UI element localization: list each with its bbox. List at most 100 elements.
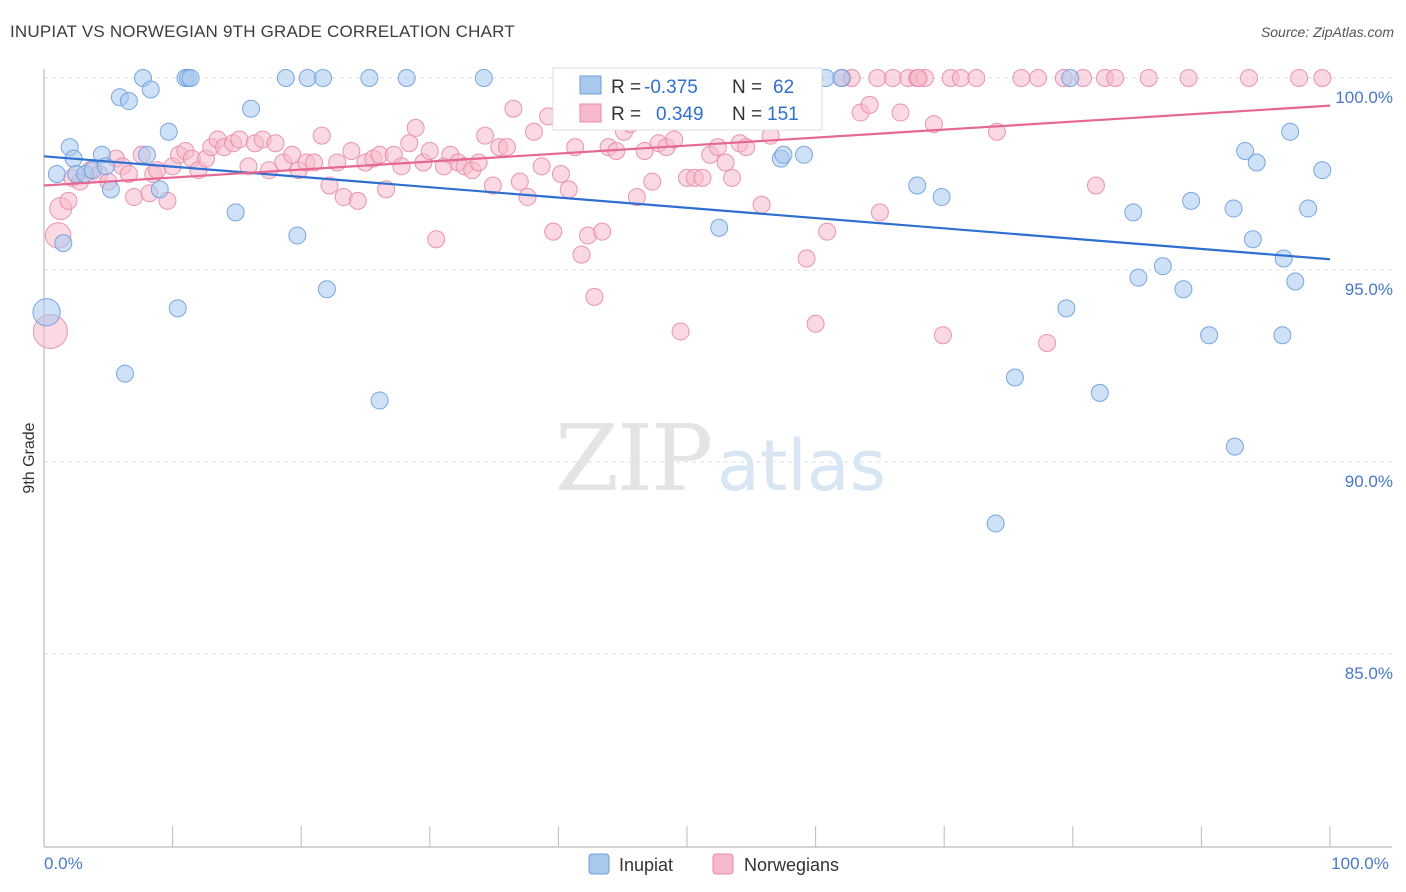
data-point: [1174, 280, 1193, 299]
data-point: [1313, 161, 1332, 180]
data-point: [406, 118, 425, 137]
data-point: [1179, 69, 1198, 87]
data-point: [392, 157, 411, 176]
data-point: [47, 165, 66, 183]
data-point: [1239, 69, 1258, 87]
data-point: [1225, 437, 1244, 456]
trend-line-norwegians: [43, 104, 1331, 187]
data-point: [1129, 268, 1148, 287]
y-tick-label: 95.0%: [1345, 280, 1393, 299]
data-point: [635, 141, 654, 160]
data-point: [469, 153, 488, 172]
legend-swatch-pink: [579, 103, 602, 123]
data-point: [150, 180, 169, 199]
data-point: [710, 218, 729, 237]
data-point: [32, 298, 61, 327]
y-axis-label: 9th Grade: [21, 422, 38, 493]
data-point: [239, 157, 258, 176]
data-point: [497, 138, 516, 157]
data-point: [504, 99, 523, 118]
data-point: [141, 80, 160, 99]
data-point: [1274, 249, 1293, 268]
data-point: [137, 145, 156, 164]
data-point: [832, 69, 851, 87]
data-point: [305, 153, 324, 172]
x-tick-label-max: 100.0%: [1331, 854, 1389, 873]
series-legend: Inupiat Norwegians: [588, 853, 839, 875]
trend-line-inupiat: [43, 155, 1331, 261]
data-point: [1281, 122, 1300, 141]
data-point: [1061, 69, 1080, 87]
data-point: [119, 165, 138, 183]
data-point: [1012, 69, 1031, 87]
data-point: [551, 165, 570, 183]
data-point: [298, 69, 317, 87]
data-point: [54, 234, 73, 253]
data-point: [1236, 141, 1255, 160]
data-point: [476, 126, 495, 145]
data-point: [933, 326, 952, 345]
data-point: [1029, 69, 1048, 87]
data-point: [518, 188, 537, 207]
stats-legend: R = -0.375 N = 62 R = 0.349 N = 151: [552, 67, 823, 131]
data-point: [276, 69, 295, 87]
data-point: [348, 191, 367, 210]
data-point: [932, 188, 951, 207]
data-point: [708, 138, 727, 157]
data-point: [119, 92, 138, 111]
data-point: [1090, 383, 1109, 402]
data-point: [524, 122, 543, 141]
y-tick-label: 90.0%: [1345, 472, 1393, 491]
data-point: [230, 130, 249, 149]
data-point: [891, 103, 910, 122]
data-point: [226, 203, 245, 222]
data-point: [723, 168, 742, 187]
data-point: [643, 172, 662, 191]
legend-n-value-pink: 151: [767, 104, 799, 125]
data-point: [420, 141, 439, 160]
data-point: [242, 99, 261, 118]
data-point: [1224, 199, 1243, 218]
data-point: [1313, 69, 1332, 87]
legend-r-label-blue: R =: [611, 77, 641, 98]
data-point: [474, 69, 493, 87]
y-tick-labels: 85.0% 90.0% 95.0% 100.0%: [1335, 88, 1393, 683]
data-point: [317, 280, 336, 299]
data-point: [312, 126, 331, 145]
data-point: [1182, 191, 1201, 210]
norwegians-points: [32, 69, 1332, 352]
data-point: [795, 145, 814, 164]
x-ticks: [172, 826, 1331, 847]
data-point: [967, 69, 986, 87]
data-point: [559, 180, 578, 199]
data-point: [1273, 326, 1292, 345]
data-point: [1299, 199, 1318, 218]
data-point: [288, 226, 307, 245]
data-point: [1086, 176, 1105, 195]
data-point: [693, 168, 712, 187]
legend-n-label-pink: N =: [732, 104, 762, 125]
data-point: [116, 364, 135, 383]
watermark-zip: ZIP: [555, 405, 711, 512]
data-point: [627, 188, 646, 207]
data-point: [1286, 272, 1305, 291]
data-point: [1247, 153, 1266, 172]
trend-lines: [43, 104, 1331, 261]
data-point: [593, 222, 612, 241]
data-point: [909, 69, 928, 87]
data-point: [283, 145, 302, 164]
data-point: [59, 191, 78, 210]
series-legend-label-inupiat: Inupiat: [619, 855, 673, 875]
data-point: [1139, 69, 1158, 87]
data-point: [125, 188, 144, 207]
data-point: [266, 134, 285, 153]
data-point: [752, 195, 771, 214]
inupiat-points: [32, 69, 1332, 533]
data-point: [1153, 257, 1172, 276]
data-point: [572, 245, 591, 264]
data-point: [774, 145, 793, 164]
data-point: [1005, 368, 1024, 387]
data-point: [101, 180, 120, 199]
legend-swatch-blue: [579, 75, 602, 95]
